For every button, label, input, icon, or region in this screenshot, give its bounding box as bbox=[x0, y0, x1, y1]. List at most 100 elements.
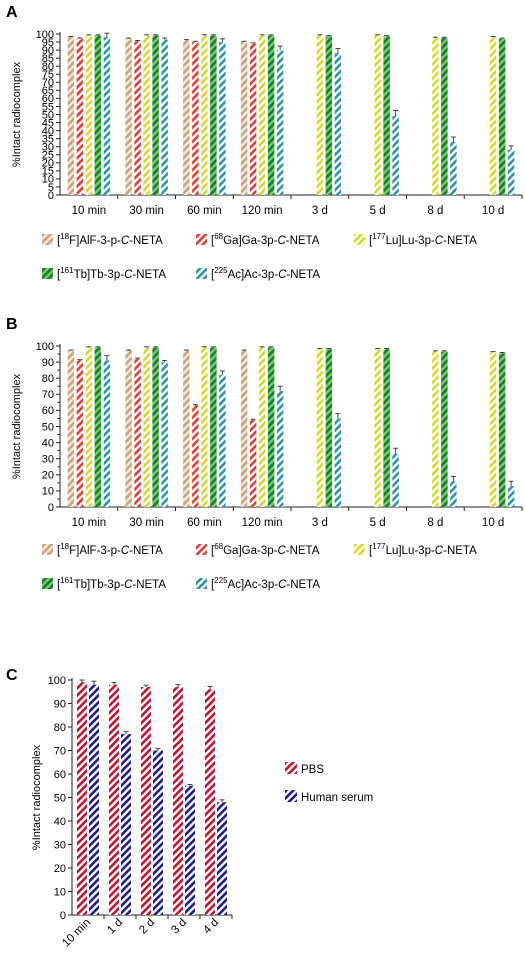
bar bbox=[143, 347, 150, 507]
x-tick-label: 120 min bbox=[242, 517, 283, 529]
bar bbox=[489, 352, 497, 507]
bar bbox=[392, 116, 399, 195]
bar bbox=[219, 42, 226, 195]
y-tick-label: 35 bbox=[42, 133, 54, 145]
bar bbox=[489, 37, 497, 195]
y-tick-label: 10 bbox=[42, 486, 54, 498]
y-tick-label: 30 bbox=[42, 142, 54, 154]
bar bbox=[205, 689, 215, 915]
bar bbox=[258, 35, 266, 195]
bar bbox=[103, 360, 111, 507]
x-tick-label: 8 d bbox=[427, 517, 443, 529]
bar bbox=[267, 347, 275, 507]
y-tick-label: 60 bbox=[54, 769, 66, 781]
legend-swatch bbox=[196, 578, 207, 589]
legend-label: [177Lu]Lu-3p-C-NETA bbox=[369, 542, 477, 557]
bar bbox=[258, 347, 266, 507]
legend-swatch bbox=[42, 234, 53, 245]
bar bbox=[276, 391, 284, 507]
bar bbox=[109, 684, 119, 915]
bar bbox=[134, 358, 141, 507]
bar bbox=[94, 347, 102, 507]
bar bbox=[201, 35, 208, 195]
legend-label: [161Tb]Tb-3p-C-NETA bbox=[57, 266, 166, 281]
legend-swatch bbox=[42, 578, 53, 589]
y-tick-label: 5 bbox=[48, 182, 54, 194]
y-tick-label: 70 bbox=[42, 389, 54, 401]
bar bbox=[249, 420, 257, 507]
y-tick-label: 60 bbox=[42, 93, 54, 105]
y-tick-label: 10 bbox=[42, 174, 54, 186]
y-tick-label: 40 bbox=[42, 125, 54, 137]
y-axis-title: %Intact radiocomplex bbox=[11, 373, 23, 479]
x-tick-label: 10 min bbox=[72, 517, 107, 529]
bar bbox=[383, 36, 390, 195]
y-tick-label: 45 bbox=[42, 117, 54, 129]
bar bbox=[325, 349, 333, 507]
bar bbox=[210, 35, 217, 195]
legend-label: [18F]AlF-3-p-C-NETA bbox=[57, 542, 163, 557]
y-tick-label: 90 bbox=[42, 45, 54, 57]
bar bbox=[441, 351, 448, 507]
bar bbox=[143, 35, 150, 195]
bar bbox=[152, 347, 159, 507]
x-tick-label: 5 d bbox=[370, 205, 386, 217]
bar bbox=[152, 35, 159, 195]
y-tick-label: 95 bbox=[42, 37, 54, 49]
y-tick-label: 30 bbox=[54, 839, 66, 851]
bar bbox=[450, 141, 457, 195]
y-tick-label: 80 bbox=[42, 373, 54, 385]
bar bbox=[276, 50, 284, 195]
x-tick-label: 60 min bbox=[187, 205, 222, 217]
y-tick-label: 80 bbox=[54, 722, 66, 734]
bar bbox=[67, 350, 75, 507]
bar bbox=[249, 43, 257, 195]
bar bbox=[134, 41, 141, 196]
bar bbox=[498, 38, 506, 195]
y-tick-label: 75 bbox=[42, 69, 54, 81]
y-tick-label: 20 bbox=[42, 158, 54, 170]
bar bbox=[141, 687, 151, 915]
x-tick-label: 120 min bbox=[242, 205, 283, 217]
bar bbox=[77, 682, 87, 915]
y-axis-title: %Intact radiocomplex bbox=[31, 744, 43, 850]
bar bbox=[374, 35, 381, 195]
bar bbox=[450, 481, 457, 507]
bar bbox=[103, 37, 111, 195]
y-tick-label: 0 bbox=[48, 502, 54, 514]
legend-swatch bbox=[196, 544, 207, 555]
bar bbox=[153, 750, 163, 915]
legend-label: [18F]AlF-3-p-C-NETA bbox=[57, 232, 163, 247]
bar bbox=[192, 405, 199, 507]
bar bbox=[161, 39, 168, 196]
y-tick-label: 40 bbox=[54, 816, 66, 828]
bar bbox=[94, 35, 102, 195]
x-tick-label: 60 min bbox=[187, 517, 222, 529]
y-tick-label: 65 bbox=[42, 85, 54, 97]
bar bbox=[441, 38, 448, 196]
bar bbox=[334, 418, 342, 507]
y-tick-label: 50 bbox=[54, 792, 66, 804]
legend-label: PBS bbox=[301, 764, 324, 776]
panel-letter: B bbox=[6, 316, 18, 333]
legend-label: [225Ac]Ac-3p-C-NETA bbox=[211, 266, 320, 281]
bar bbox=[125, 350, 132, 507]
legend-swatch bbox=[42, 268, 53, 279]
x-tick-label: 30 min bbox=[129, 205, 164, 217]
legend-label: [177Lu]Lu-3p-C-NETA bbox=[369, 232, 477, 247]
y-tick-label: 100 bbox=[36, 29, 54, 41]
bar bbox=[121, 734, 131, 915]
bar bbox=[76, 360, 84, 507]
legend-label: Human serum bbox=[301, 792, 373, 804]
bar bbox=[507, 486, 515, 507]
bar bbox=[85, 35, 93, 195]
y-tick-label: 50 bbox=[42, 109, 54, 121]
x-tick-label: 2 d bbox=[137, 917, 157, 937]
legend-swatch bbox=[285, 762, 297, 774]
bar bbox=[325, 36, 333, 195]
bar bbox=[201, 347, 208, 507]
y-tick-label: 20 bbox=[54, 863, 66, 875]
legend-label: [161Tb]Tb-3p-C-NETA bbox=[57, 576, 166, 591]
legend-label: [68Ga]Ga-3p-C-NETA bbox=[211, 542, 320, 557]
